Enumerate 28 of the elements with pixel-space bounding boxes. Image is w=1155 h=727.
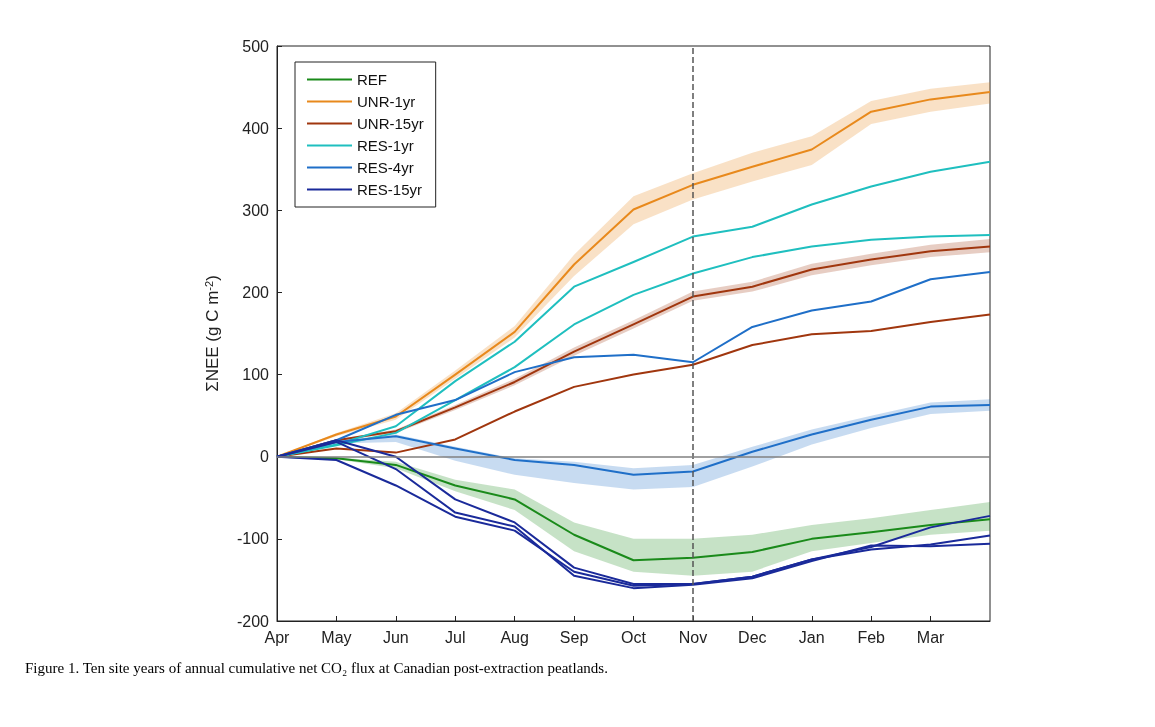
legend-label: UNR-15yr: [357, 115, 424, 132]
y-tick-label: -100: [236, 530, 270, 548]
y-tick-label: 400: [242, 119, 270, 137]
y-tick-label: -200: [236, 612, 270, 630]
x-tick-label: Jul: [445, 628, 466, 646]
legend-label: RES-4yr: [357, 159, 414, 176]
x-tick-label: Jan: [798, 628, 825, 646]
legend-label: RES-15yr: [357, 181, 423, 198]
x-tick-label: Dec: [738, 628, 767, 646]
y-tick-label: 0: [260, 448, 270, 466]
y-tick-label: 300: [242, 201, 270, 219]
x-tick-label: Nov: [678, 628, 708, 646]
y-axis-title: ΣNEE (g C m-2): [202, 275, 222, 392]
x-tick-label: Mar: [916, 628, 946, 646]
x-tick-label: Aug: [500, 628, 529, 646]
x-tick-label: Feb: [857, 628, 886, 646]
x-tick-label: Jun: [382, 628, 409, 646]
y-tick-label: 500: [242, 37, 270, 55]
x-tick-label: Oct: [621, 628, 647, 646]
legend-label: RES-1yr: [357, 137, 414, 154]
legend-label: REF: [357, 71, 387, 88]
x-tick-label: Sep: [559, 628, 589, 646]
caption: Figure 1. Ten site years of annual cumulative net CO₂ flux at Canadian post-extraction peatlands.: [25, 660, 608, 677]
x-tick-label: May: [321, 628, 352, 646]
y-tick-label: 200: [242, 283, 270, 301]
legend-label: UNR-1yr: [357, 93, 416, 110]
y-tick-label: 100: [242, 366, 270, 384]
x-tick-label: Apr: [264, 628, 291, 646]
